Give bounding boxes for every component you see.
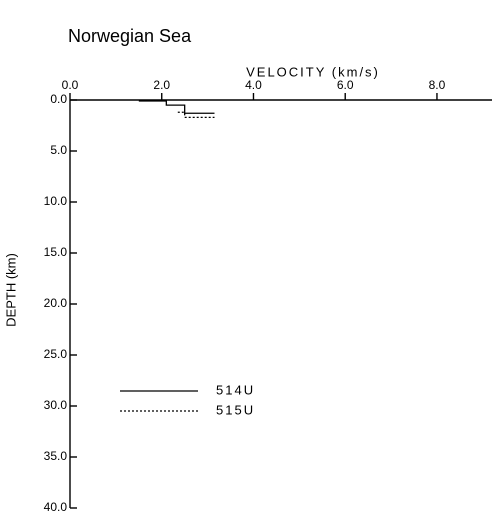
- x-tick-label: 2.0: [153, 78, 170, 92]
- y-tick-label: 0.0: [50, 92, 67, 106]
- x-axis-label: VELOCITY (km/s): [246, 64, 380, 79]
- legend-label: 515U: [216, 402, 255, 417]
- legend-label: 514U: [216, 382, 255, 397]
- y-tick-label: 40.0: [44, 500, 68, 512]
- y-tick-label: 10.0: [44, 194, 68, 208]
- chart-title: Norwegian Sea: [68, 26, 192, 46]
- x-tick-label: 0.0: [62, 78, 79, 92]
- y-tick-label: 30.0: [44, 398, 68, 412]
- y-tick-label: 15.0: [44, 245, 68, 259]
- x-tick-label: 4.0: [245, 78, 262, 92]
- x-tick-label: 6.0: [337, 78, 354, 92]
- y-tick-label: 20.0: [44, 296, 68, 310]
- series-line: [138, 100, 215, 114]
- y-tick-label: 35.0: [44, 449, 68, 463]
- y-axis-label: DEPTH (km): [3, 253, 18, 327]
- y-tick-label: 5.0: [50, 143, 67, 157]
- x-tick-label: 8.0: [429, 78, 446, 92]
- series-line: [177, 111, 215, 118]
- y-tick-label: 25.0: [44, 347, 68, 361]
